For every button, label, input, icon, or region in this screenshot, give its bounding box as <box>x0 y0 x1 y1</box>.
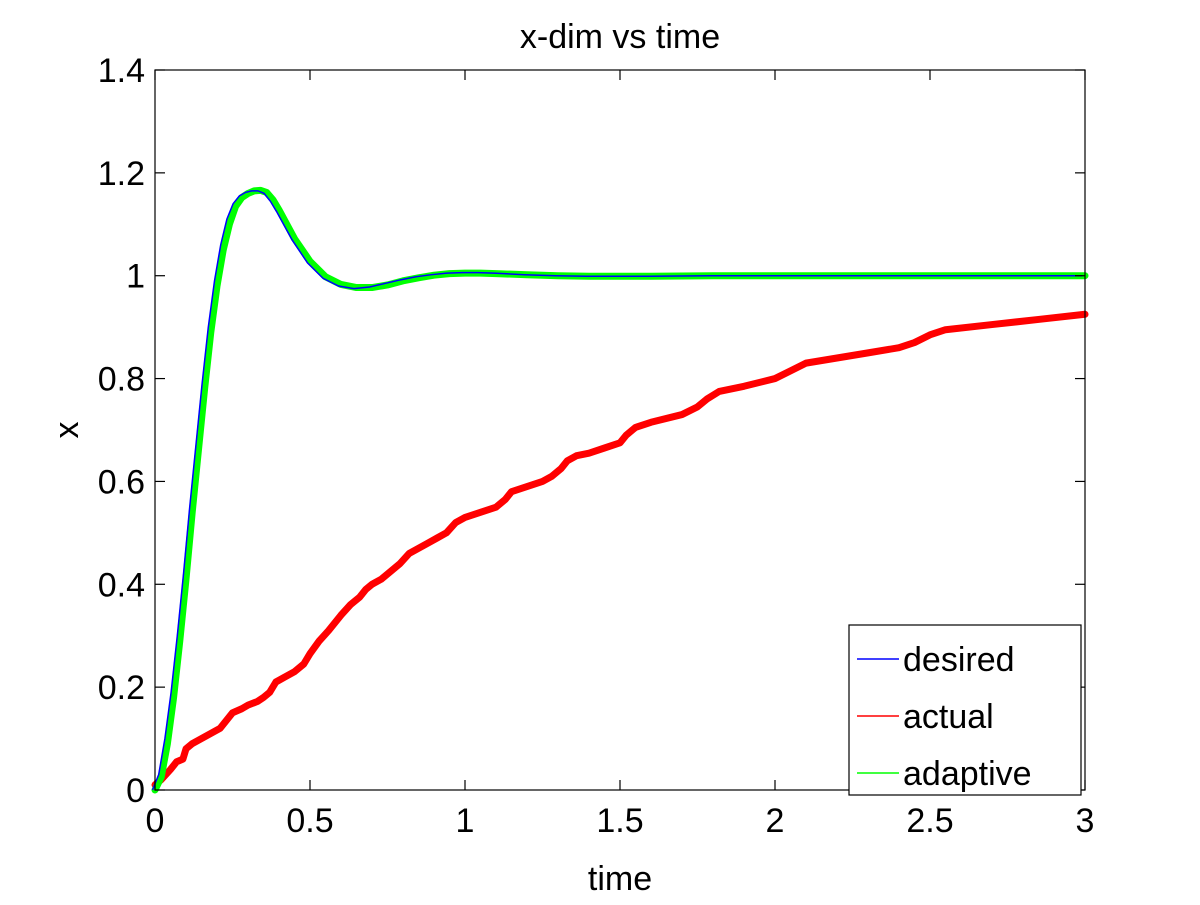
series-line-actual <box>151 310 1089 789</box>
y-tick-label: 0.8 <box>98 361 145 399</box>
legend: desired actual adaptive <box>848 624 1082 796</box>
y-tick-label: 0.2 <box>98 669 145 707</box>
x-tick-label: 3 <box>1076 802 1095 840</box>
y-tick-label: 0.6 <box>98 463 145 501</box>
x-tick-label: 2.5 <box>906 802 953 840</box>
tick-layer: 0 0.5 1 1.5 2 2.5 3 0 0.2 0.4 0.6 0.8 1 1.2 1.4 <box>98 52 1095 840</box>
y-tick-label: 1 <box>126 258 145 296</box>
legend-label-desired: desired <box>903 641 1015 679</box>
y-tick-label: 0 <box>126 772 145 810</box>
series-layer <box>151 186 1089 794</box>
x-tick-label: 2 <box>766 802 785 840</box>
x-tick-label: 0.5 <box>286 802 333 840</box>
y-tick-label: 1.2 <box>98 155 145 193</box>
y-tick-label: 1.4 <box>98 52 145 90</box>
legend-box <box>848 624 1082 796</box>
chart-title: x-dim vs time <box>520 18 720 56</box>
legend-label-actual: actual <box>903 698 994 736</box>
x-tick-label: 1 <box>456 802 475 840</box>
legend-label-adaptive: adaptive <box>903 755 1032 793</box>
y-tick-label: 0.4 <box>98 566 145 604</box>
y-axis-title: x <box>48 422 86 439</box>
x-tick-label: 0 <box>146 802 165 840</box>
x-tick-label: 1.5 <box>596 802 643 840</box>
series-line-desired-edge <box>151 190 1083 791</box>
x-axis-title: time <box>588 860 652 898</box>
